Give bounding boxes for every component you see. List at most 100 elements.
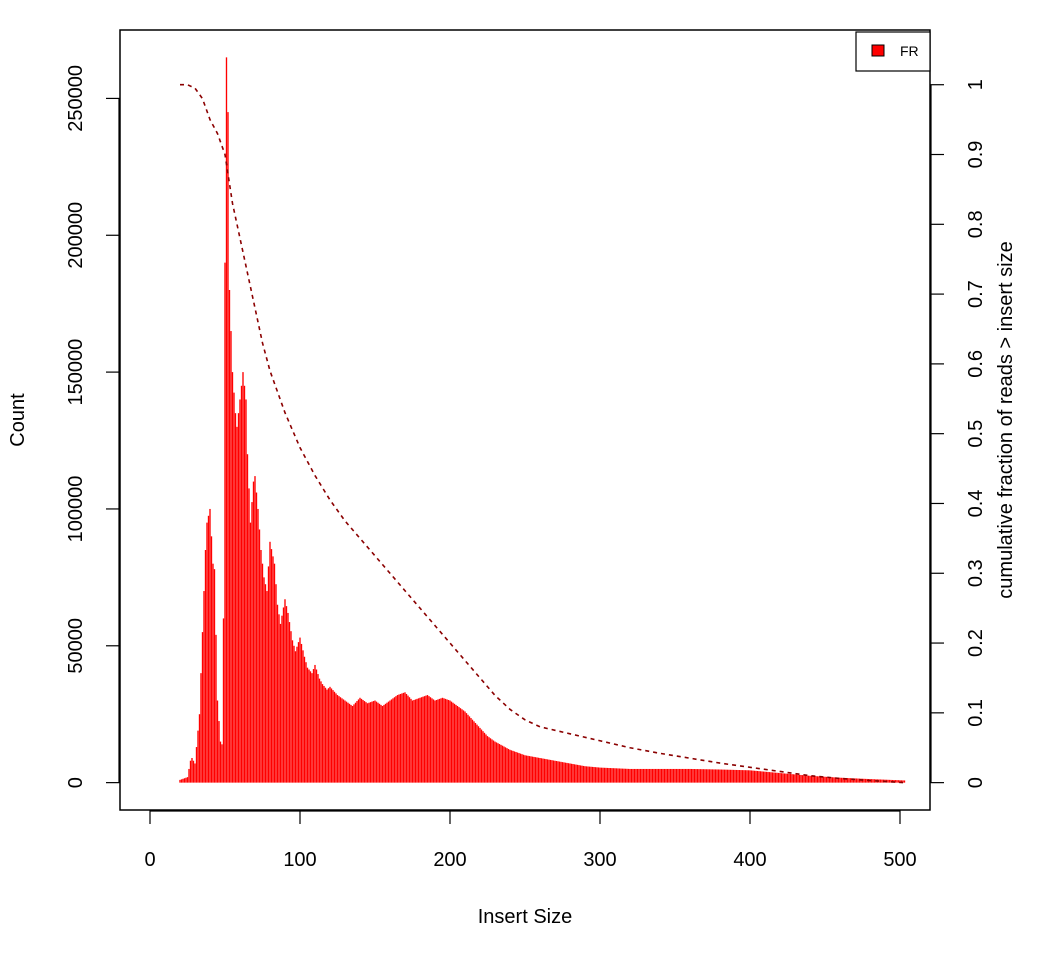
histogram-bar [605,767,607,783]
histogram-bar [776,772,778,783]
histogram-bar [528,756,531,783]
histogram-bar [879,779,882,783]
histogram-bar [441,697,444,783]
cumulative-fraction-curve [180,83,905,784]
histogram-bar [279,623,282,783]
histogram-bar [741,770,744,783]
histogram-bar [576,764,579,783]
histogram-bar [788,773,790,783]
histogram-bar [300,643,303,783]
histogram-bar [855,778,858,783]
histogram-bar [582,765,585,783]
histogram-bar [786,773,789,783]
histogram-bar [540,758,543,783]
histogram-bar [408,697,411,783]
histogram-bar [548,759,550,783]
histogram-bar [444,698,447,783]
histogram-bar [257,508,259,783]
histogram-bar [246,454,249,783]
histogram-bar [839,777,841,783]
histogram-bar [677,768,679,783]
histogram-bar [354,702,357,783]
histogram-bar [668,768,670,783]
histogram-bar [738,770,741,783]
histogram-bar [597,767,600,783]
histogram-bar [710,769,712,783]
histogram-bar [681,768,684,783]
y-tick-label: 0 [65,777,87,788]
histogram-bar [399,693,402,783]
histogram-bar [225,57,228,783]
histogram-bar [195,747,198,783]
histogram-bar [666,768,669,783]
histogram-bar [420,697,423,783]
histogram-bar [368,702,370,783]
histogram-bar [500,744,502,783]
histogram-bar [606,767,609,783]
histogram-bar [747,770,750,783]
y-tick-label: 50000 [65,618,87,674]
histogram-bar [371,701,373,783]
histogram-bar [819,776,822,783]
histogram-bar [675,768,678,783]
histogram-bar [351,706,354,783]
histogram-bar [228,290,231,783]
histogram-bar [372,701,375,783]
histogram-bar [578,765,580,783]
histogram-bar [881,779,883,783]
histogram-bar [806,775,808,783]
histogram-bar [282,607,285,783]
histogram-bar [683,768,685,783]
y2-tick-label: 0.1 [965,699,987,727]
histogram-bar [834,777,837,783]
histogram-bar [182,778,184,783]
histogram-bar [797,774,799,783]
histogram-bar [204,550,207,783]
histogram-bar [443,698,445,783]
histogram-bar [459,708,462,783]
histogram-bar [330,688,333,783]
histogram-bar [795,774,798,783]
histogram-bar [324,687,327,783]
histogram-bar [179,779,181,783]
histogram-bar [359,697,361,783]
histogram-bar [720,769,723,783]
histogram-bar [488,737,490,783]
histogram-bar [266,591,268,783]
histogram-bar [216,700,219,783]
histogram-bar [462,710,465,783]
histogram-bar [345,701,348,783]
histogram-bar [803,775,805,783]
histogram-bar [390,699,393,783]
histogram-bar [206,522,208,783]
histogram-bar [506,748,508,783]
histogram-bar [567,763,570,783]
histogram-bar [414,699,417,783]
histogram-bar [789,774,792,783]
histogram-bar [887,779,889,783]
histogram-bar [398,694,400,783]
histogram-bar [317,674,319,783]
histogram-bar [674,768,676,783]
histogram-bar [810,775,813,783]
histogram-bar [191,758,193,783]
histogram-bar [392,698,394,783]
histogram-bar [612,768,615,783]
histogram-bar [512,750,514,783]
histogram-bar [599,767,601,783]
histogram-bar [504,747,507,783]
histogram-bar [740,770,742,783]
histogram-bar [708,769,711,783]
histogram-bar [326,689,328,783]
histogram-bar [818,776,820,783]
histogram-bar [315,669,318,783]
histogram-bar [477,726,480,783]
histogram-bar [483,732,486,783]
histogram-bar [654,768,657,783]
histogram-bar [393,697,396,783]
histogram-bar [726,769,729,783]
y2-tick-label: 0.4 [965,490,987,518]
histogram-bar [219,741,222,783]
histogram-bar [821,776,823,783]
